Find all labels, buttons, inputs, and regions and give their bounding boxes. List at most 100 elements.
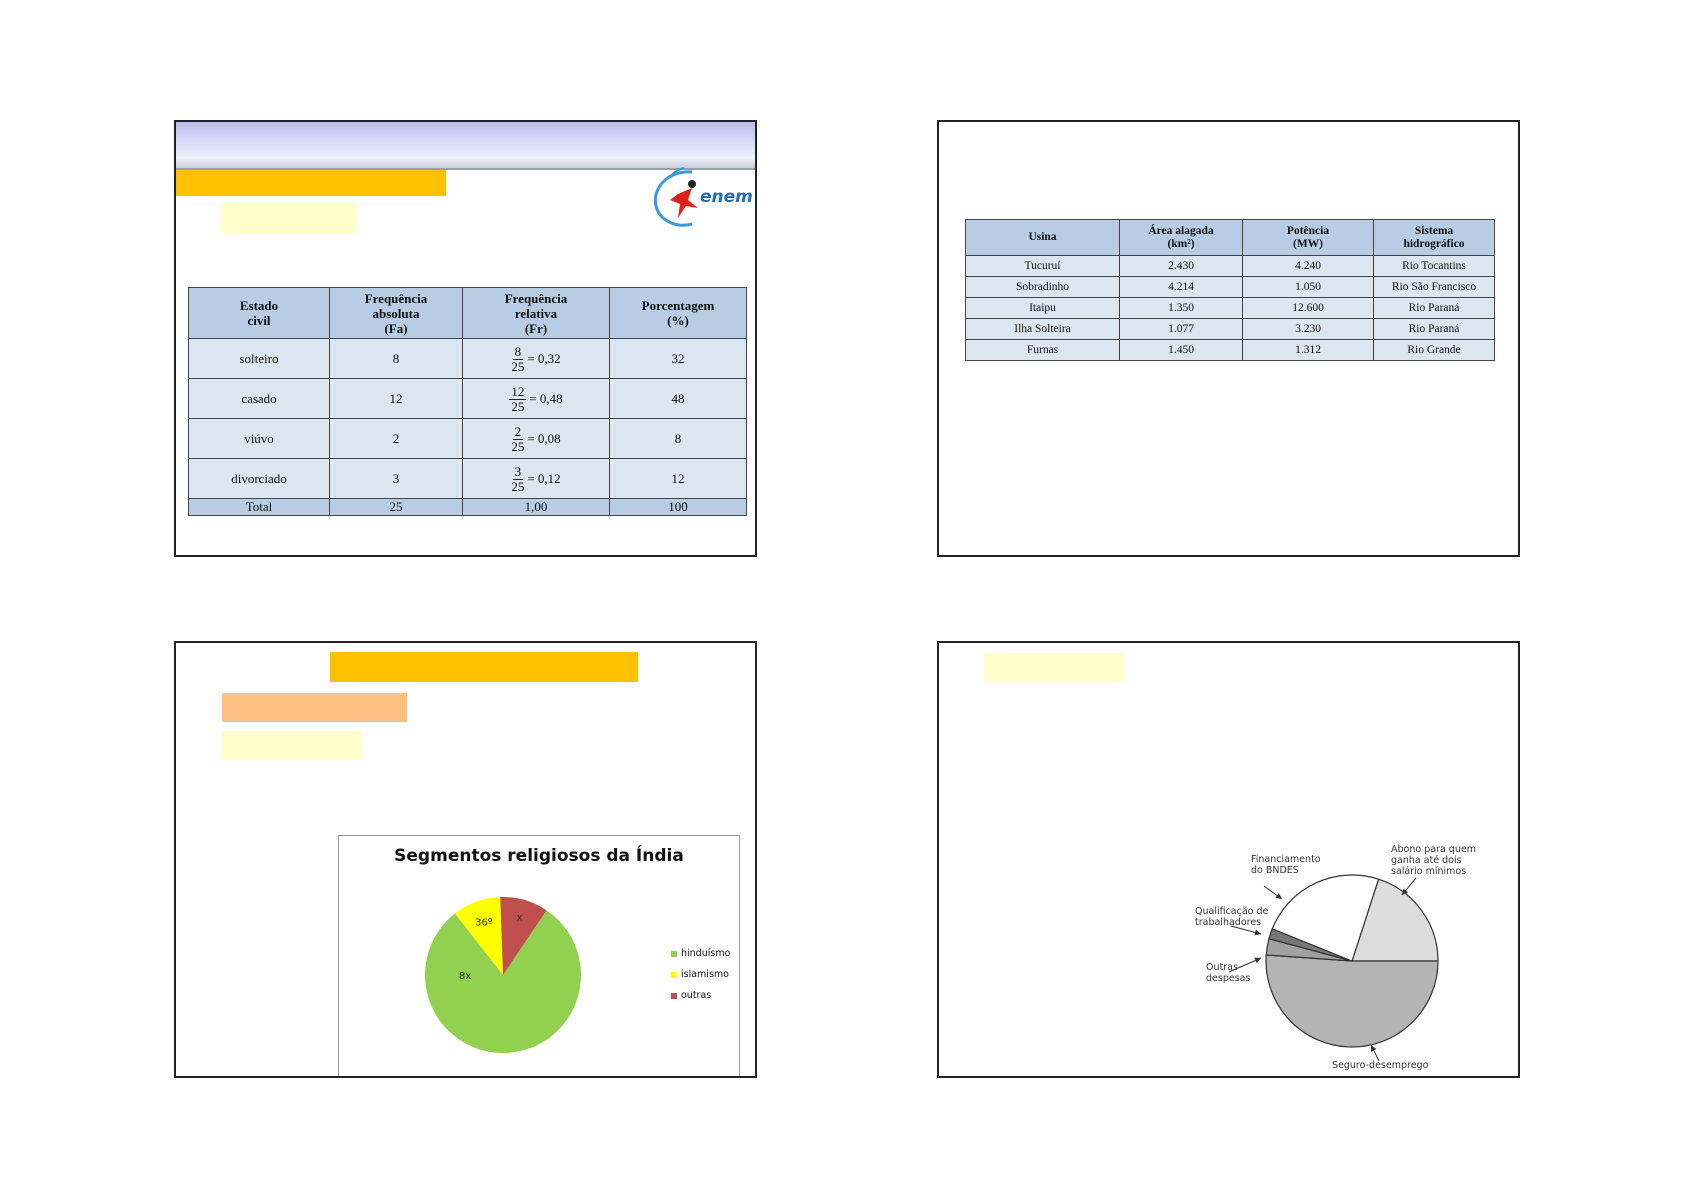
cell-estado: divorciado — [188, 458, 330, 499]
frac-num: 2 — [512, 423, 524, 440]
cell-fr: 3 25 = 0,12 — [462, 458, 610, 499]
legend-swatch — [671, 971, 677, 978]
legend-label: hinduísmo — [681, 948, 731, 959]
cell: Tucuruí — [965, 255, 1120, 277]
pie-slice-1 — [1351, 878, 1439, 962]
table-row: Furnas 1.450 1.312 Rio Grande — [965, 339, 1495, 361]
col-header: Potência (MW) — [1242, 219, 1374, 256]
frac-result: = 0,48 — [529, 391, 563, 406]
callout-label: Qualificação de — [1195, 906, 1269, 917]
legend-item: outras — [671, 990, 730, 1001]
callout-label: Abono para quem — [1391, 844, 1476, 855]
orange-title-bar — [176, 170, 446, 196]
table-header-row: Usina Área alagada (km²) Potência (MW) S… — [965, 219, 1495, 256]
cell-fa: 3 — [329, 458, 463, 499]
cell: Furnas — [965, 339, 1120, 361]
cell: 3.230 — [1242, 318, 1374, 340]
pie-slice-2 — [454, 897, 503, 975]
cell-fa: 8 — [329, 338, 463, 379]
frequency-table: Estado civil Frequência absoluta (Fa) Fr… — [188, 287, 747, 516]
pie-slice-5 — [1271, 874, 1380, 962]
cell: Rio São Francisco — [1373, 276, 1495, 298]
col-header: Área alagada (km²) — [1119, 219, 1243, 256]
cell: 1.350 — [1119, 297, 1243, 319]
callout-label: despesas — [1206, 973, 1250, 984]
callout-label: trabalhadores — [1195, 917, 1261, 928]
cell-total-fa: 25 — [329, 498, 463, 516]
hydro-table: Usina Área alagada (km²) Potência (MW) S… — [965, 219, 1495, 361]
frac-den: 25 — [511, 358, 525, 374]
frac-num: 3 — [512, 463, 524, 480]
cell-pct: 12 — [609, 458, 747, 499]
slide-budget-pie: Abono para quem ganha até dois salário mín… — [937, 641, 1520, 1078]
table-header-row: Estado civil Frequência absoluta (Fa) Fr… — [188, 287, 747, 339]
table-row: Tucuruí 2.430 4.240 Rio Tocantins — [965, 255, 1495, 277]
legend-label: outras — [681, 990, 712, 1001]
cell-pct: 32 — [609, 338, 747, 379]
callout-arrowhead — [1254, 957, 1261, 964]
table-row: casado 12 12 25 = 0,48 48 — [188, 378, 747, 419]
frac-result: = 0,08 — [527, 431, 561, 446]
callout-label: Seguro-desemprego — [1332, 1060, 1429, 1071]
cell: 2.430 — [1119, 255, 1243, 277]
peach-label-bar — [222, 693, 407, 722]
frac-result: = 0,32 — [527, 351, 561, 366]
callout-arrowhead — [1275, 893, 1282, 899]
yellow-label-bar — [221, 204, 357, 233]
cell-total-fr: 1,00 — [462, 498, 610, 516]
frac-den: 25 — [511, 478, 525, 494]
logo-swirl-icon — [653, 170, 693, 227]
callout-label: do BNDES — [1251, 865, 1299, 876]
cell-fa: 12 — [329, 378, 463, 419]
col-header: Sistema hidrográfico — [1373, 219, 1495, 256]
callout-arrowhead — [1254, 929, 1261, 936]
cell: 1.312 — [1242, 339, 1374, 361]
logo-text: enem — [700, 187, 753, 207]
cell: Rio Grande — [1373, 339, 1495, 361]
cell: 12.600 — [1242, 297, 1374, 319]
frac-den: 25 — [511, 438, 525, 454]
cell-fr: 2 25 = 0,08 — [462, 418, 610, 459]
slide-marital-status: enem Estado civil Frequência absoluta (F… — [174, 120, 757, 557]
cell-fa: 2 — [329, 418, 463, 459]
table-row: viúvo 2 2 25 = 0,08 8 — [188, 418, 747, 459]
table-row: Itaipu 1.350 12.600 Rio Paraná — [965, 297, 1495, 319]
legend-swatch — [671, 992, 677, 999]
pie-chart-frame: Segmentos religiosos da Índia 8x 36º x hin… — [338, 835, 740, 1076]
slide-hydro-plants: Usina Área alagada (km²) Potência (MW) S… — [937, 120, 1520, 557]
cell: Itaipu — [965, 297, 1120, 319]
cell: Sobradinho — [965, 276, 1120, 298]
table-row: divorciado 3 3 25 = 0,12 12 — [188, 458, 747, 499]
frac-num: 8 — [512, 343, 524, 360]
yellow-label-bar — [984, 653, 1124, 682]
frac-num: 12 — [509, 383, 527, 400]
cell-total-pct: 100 — [609, 498, 747, 516]
cell-fr: 8 25 = 0,32 — [462, 338, 610, 379]
table-total-row: Total 25 1,00 100 — [188, 498, 747, 516]
legend-item: hinduísmo — [671, 948, 730, 959]
slide-header-bar — [176, 122, 755, 170]
chart-title: Segmentos religiosos da Índia — [394, 846, 684, 866]
enem-logo: enem — [648, 164, 755, 230]
cell: Rio Paraná — [1373, 318, 1495, 340]
cell: 1.050 — [1242, 276, 1374, 298]
table-row: solteiro 8 8 25 = 0,32 32 — [188, 338, 747, 379]
pie-slice-1 — [425, 910, 581, 1053]
col-header: Porcentagem (%) — [609, 287, 747, 339]
table-row: Ilha Solteira 1.077 3.230 Rio Paraná — [965, 318, 1495, 340]
cell-total-label: Total — [188, 498, 330, 516]
col-header: Usina — [965, 219, 1120, 256]
callout-label: ganha até dois — [1391, 855, 1462, 866]
cell-fr: 12 25 = 0,48 — [462, 378, 610, 419]
chart-legend: hinduísmo islamismo outras — [671, 948, 730, 1011]
cell-estado: viúvo — [188, 418, 330, 459]
frac-result: = 0,12 — [527, 471, 561, 486]
pie-data-label: 36º — [475, 917, 493, 928]
pie-data-label: x — [517, 912, 523, 923]
cell: 1.077 — [1119, 318, 1243, 340]
callout-label: Outras — [1206, 962, 1238, 973]
cell-estado: solteiro — [188, 338, 330, 379]
orange-title-bar — [330, 652, 638, 682]
table-row: Sobradinho 4.214 1.050 Rio São Francisco — [965, 276, 1495, 298]
